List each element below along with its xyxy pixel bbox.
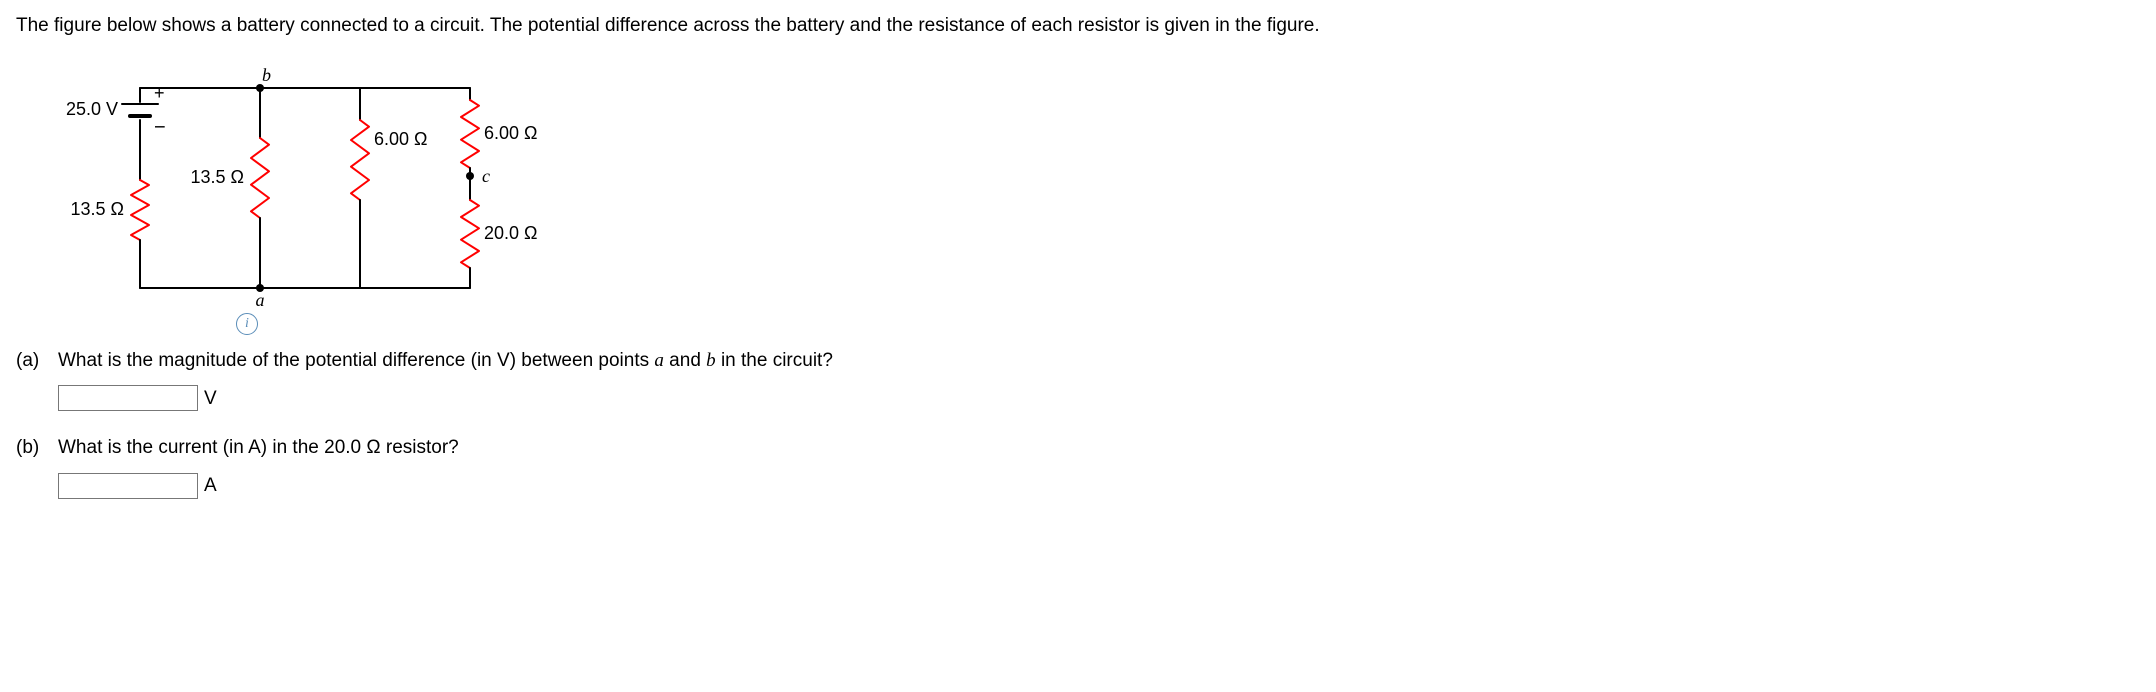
svg-text:+: + [154,82,165,102]
svg-text:13.5 Ω: 13.5 Ω [71,198,125,218]
part-b-answer-input[interactable] [58,473,198,499]
svg-text:25.0 V: 25.0 V [66,98,118,118]
part-b: (b) What is the current (in A) in the 20… [16,434,2140,499]
part-b-question: What is the current (in A) in the 20.0 Ω… [58,434,2140,462]
circuit-figure: + − 25.0 V 13.5 Ω b a 13.5 Ω 6.00 Ω 6.00 Ω c 20.0 … [40,68,2140,308]
part-a-unit: V [204,385,217,413]
info-icon-row: i [236,308,2140,336]
info-icon[interactable]: i [236,313,258,335]
part-a-question: What is the magnitude of the potential d… [58,347,2140,375]
svg-text:6.00 Ω: 6.00 Ω [484,122,538,142]
question-prompt: The figure below shows a battery connect… [16,12,2140,40]
part-b-unit: A [204,472,217,500]
svg-text:13.5 Ω: 13.5 Ω [191,166,245,186]
svg-text:6.00 Ω: 6.00 Ω [374,128,428,148]
svg-text:20.0 Ω: 20.0 Ω [484,222,538,242]
svg-text:b: b [262,68,271,85]
part-a: (a) What is the magnitude of the potenti… [16,347,2140,412]
part-a-answer-input[interactable] [58,385,198,411]
part-a-label: (a) [16,347,58,375]
part-b-label: (b) [16,434,58,462]
svg-text:−: − [154,116,166,138]
svg-text:c: c [482,166,490,186]
svg-text:a: a [256,290,265,308]
